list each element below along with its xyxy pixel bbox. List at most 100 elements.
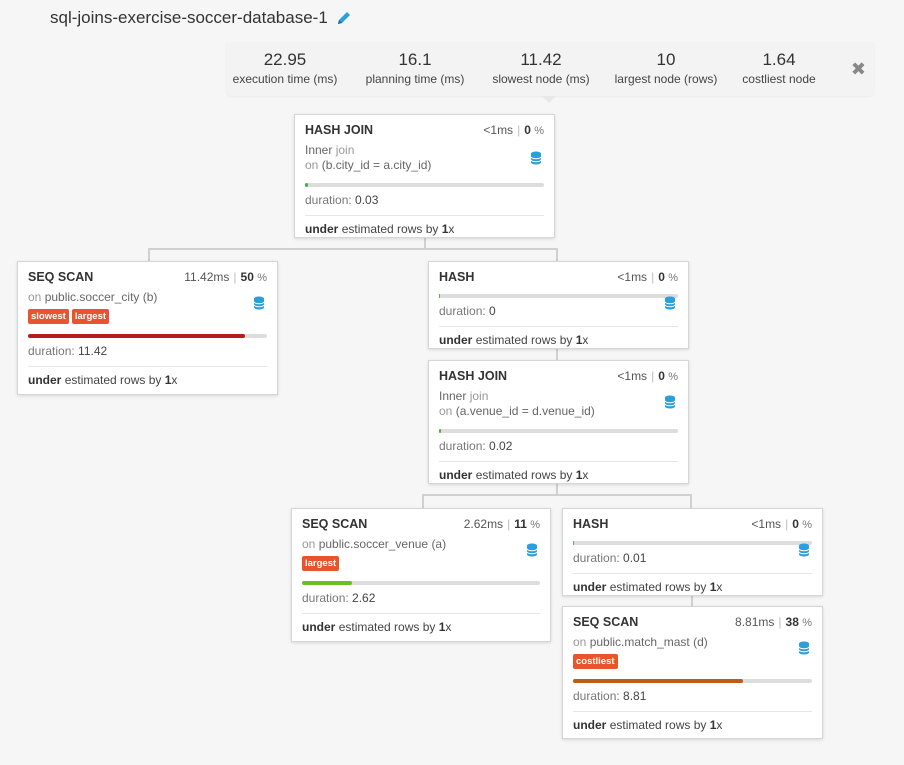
duration-bar-fill <box>439 294 441 298</box>
node-type: SEQ SCAN <box>28 270 94 284</box>
estimate-suffix: x <box>582 468 589 482</box>
stats-pointer <box>542 96 556 103</box>
node-metrics: <1ms | 0 % <box>751 517 812 531</box>
node-header: HASH JOIN <1ms | 0 % <box>439 369 678 383</box>
node-time-unit: ms <box>497 123 514 137</box>
metric-separator: | <box>517 123 521 137</box>
plan-node[interactable]: SEQ SCAN 11.42ms | 50 % on public.soccer_cit… <box>17 261 278 395</box>
node-type: HASH JOIN <box>439 369 508 383</box>
node-description: on public.match_mast (d) <box>573 635 812 650</box>
estimate-factor: 1 <box>438 620 446 634</box>
node-description: Inner join on (b.city_id = a.city_id) <box>305 143 544 173</box>
node-time: <1 <box>617 270 632 284</box>
estimate-suffix: x <box>716 718 723 732</box>
duration-row: duration: 8.81 <box>573 689 812 703</box>
join-type: Inner <box>439 389 467 403</box>
node-description: Inner join on (a.venue_id = d.venue_id) <box>439 389 678 419</box>
node-type: HASH JOIN <box>305 123 374 137</box>
duration-bar <box>439 429 678 433</box>
duration-row: duration: 0.01 <box>573 551 812 565</box>
stat-label: planning time (ms) <box>365 72 465 86</box>
estimate-text: estimated rows by <box>609 718 707 732</box>
stat-costliest-node: 1.64 costliest node <box>734 50 824 86</box>
node-time: 8.81 <box>735 615 759 629</box>
join-keyword: join <box>469 389 489 403</box>
node-header: SEQ SCAN 2.62ms | 11 % <box>302 517 540 531</box>
stat-value: 22.95 <box>263 50 307 69</box>
relation-on-keyword: on <box>573 635 587 649</box>
node-header: HASH JOIN <1ms | 0 % <box>305 123 544 137</box>
node-percent: 11 <box>514 517 527 531</box>
node-metrics: 8.81ms | 38 % <box>735 615 812 629</box>
badge-costliest: costliest <box>573 654 618 669</box>
plan-node[interactable]: SEQ SCAN 2.62ms | 11 % on public.soccer_venu… <box>291 508 551 642</box>
estimate-factor: 1 <box>709 580 717 594</box>
database-icon <box>798 543 810 557</box>
estimate-row: under estimated rows by 1x <box>573 711 812 732</box>
metric-separator: | <box>785 517 789 531</box>
node-type: HASH <box>573 517 609 531</box>
duration-label: duration: <box>439 439 486 453</box>
connector-line <box>148 248 558 250</box>
node-description: on public.soccer_venue (a) <box>302 537 540 552</box>
estimate-row: under estimated rows by 1x <box>439 461 678 482</box>
node-badges: slowest largest <box>28 309 267 324</box>
duration-bar <box>302 581 540 585</box>
plan-node[interactable]: HASH JOIN <1ms | 0 % Inner join on (a.venue_i… <box>428 360 689 484</box>
badge-slowest: slowest <box>28 309 69 324</box>
plan-node[interactable]: HASH JOIN <1ms | 0 % Inner join on (b.city_id… <box>294 114 555 238</box>
estimate-suffix: x <box>448 222 455 236</box>
node-type: SEQ SCAN <box>573 615 639 629</box>
estimate-text: estimated rows by <box>475 468 573 482</box>
estimate-row: under estimated rows by 1x <box>305 215 544 236</box>
pencil-icon[interactable] <box>336 10 352 26</box>
page-title: sql-joins-exercise-soccer-database-1 <box>50 8 352 28</box>
duration-value: 11.42 <box>78 344 108 358</box>
duration-label: duration: <box>573 689 620 703</box>
estimate-direction: under <box>439 333 473 347</box>
duration-bar <box>573 679 812 683</box>
plan-stats-bar: 22.95 execution time (ms) 16.1 planning … <box>226 42 874 96</box>
estimate-factor: 1 <box>164 373 172 387</box>
duration-bar-fill <box>28 334 246 338</box>
plan-node[interactable]: SEQ SCAN 8.81ms | 38 % on public.match_mast … <box>562 606 823 739</box>
stat-label: slowest node (ms) <box>492 72 590 86</box>
stat-largest-node: 10 largest node (rows) <box>608 50 724 86</box>
estimate-text: estimated rows by <box>64 373 162 387</box>
relation-name: public.soccer_venue (a) <box>318 537 447 551</box>
estimate-row: under estimated rows by 1x <box>439 326 678 347</box>
plan-node[interactable]: HASH <1ms | 0 % duration: 0 under estimated r… <box>428 261 689 349</box>
stat-planning-time: 16.1 planning time (ms) <box>360 50 470 86</box>
plan-node[interactable]: HASH <1ms | 0 % duration: 0.01 under estimate… <box>562 508 823 596</box>
metric-separator: | <box>778 615 782 629</box>
duration-bar-fill <box>573 679 743 683</box>
join-condition: (a.venue_id = d.venue_id) <box>455 404 595 418</box>
connector-line <box>424 237 426 249</box>
node-percent-unit: % <box>257 272 267 284</box>
duration-bar-fill <box>573 541 575 545</box>
stat-value: 10 <box>656 50 676 69</box>
join-condition: (b.city_id = a.city_id) <box>321 158 432 172</box>
estimate-direction: under <box>573 718 607 732</box>
join-on-keyword: on <box>305 158 319 172</box>
node-percent-unit: % <box>530 519 540 531</box>
relation-name: public.soccer_city (b) <box>44 290 158 304</box>
node-description: on public.soccer_city (b) <box>28 290 267 305</box>
estimate-direction: under <box>302 620 336 634</box>
estimate-direction: under <box>439 468 473 482</box>
node-badges: largest <box>302 556 540 571</box>
node-metrics: 2.62ms | 11 % <box>464 517 540 531</box>
duration-bar <box>28 334 267 338</box>
duration-row: duration: 2.62 <box>302 591 540 605</box>
relation-on-keyword: on <box>302 537 316 551</box>
duration-bar-fill <box>305 183 308 187</box>
node-percent: 0 <box>658 270 665 284</box>
connector-line <box>148 248 150 261</box>
estimate-text: estimated rows by <box>475 333 573 347</box>
metric-separator: | <box>651 270 655 284</box>
connector-line <box>556 483 558 495</box>
node-time-unit: ms <box>765 517 782 531</box>
close-icon[interactable]: ✖ <box>850 59 866 79</box>
node-time-unit: ms <box>487 517 504 531</box>
node-percent-unit: % <box>668 371 678 383</box>
